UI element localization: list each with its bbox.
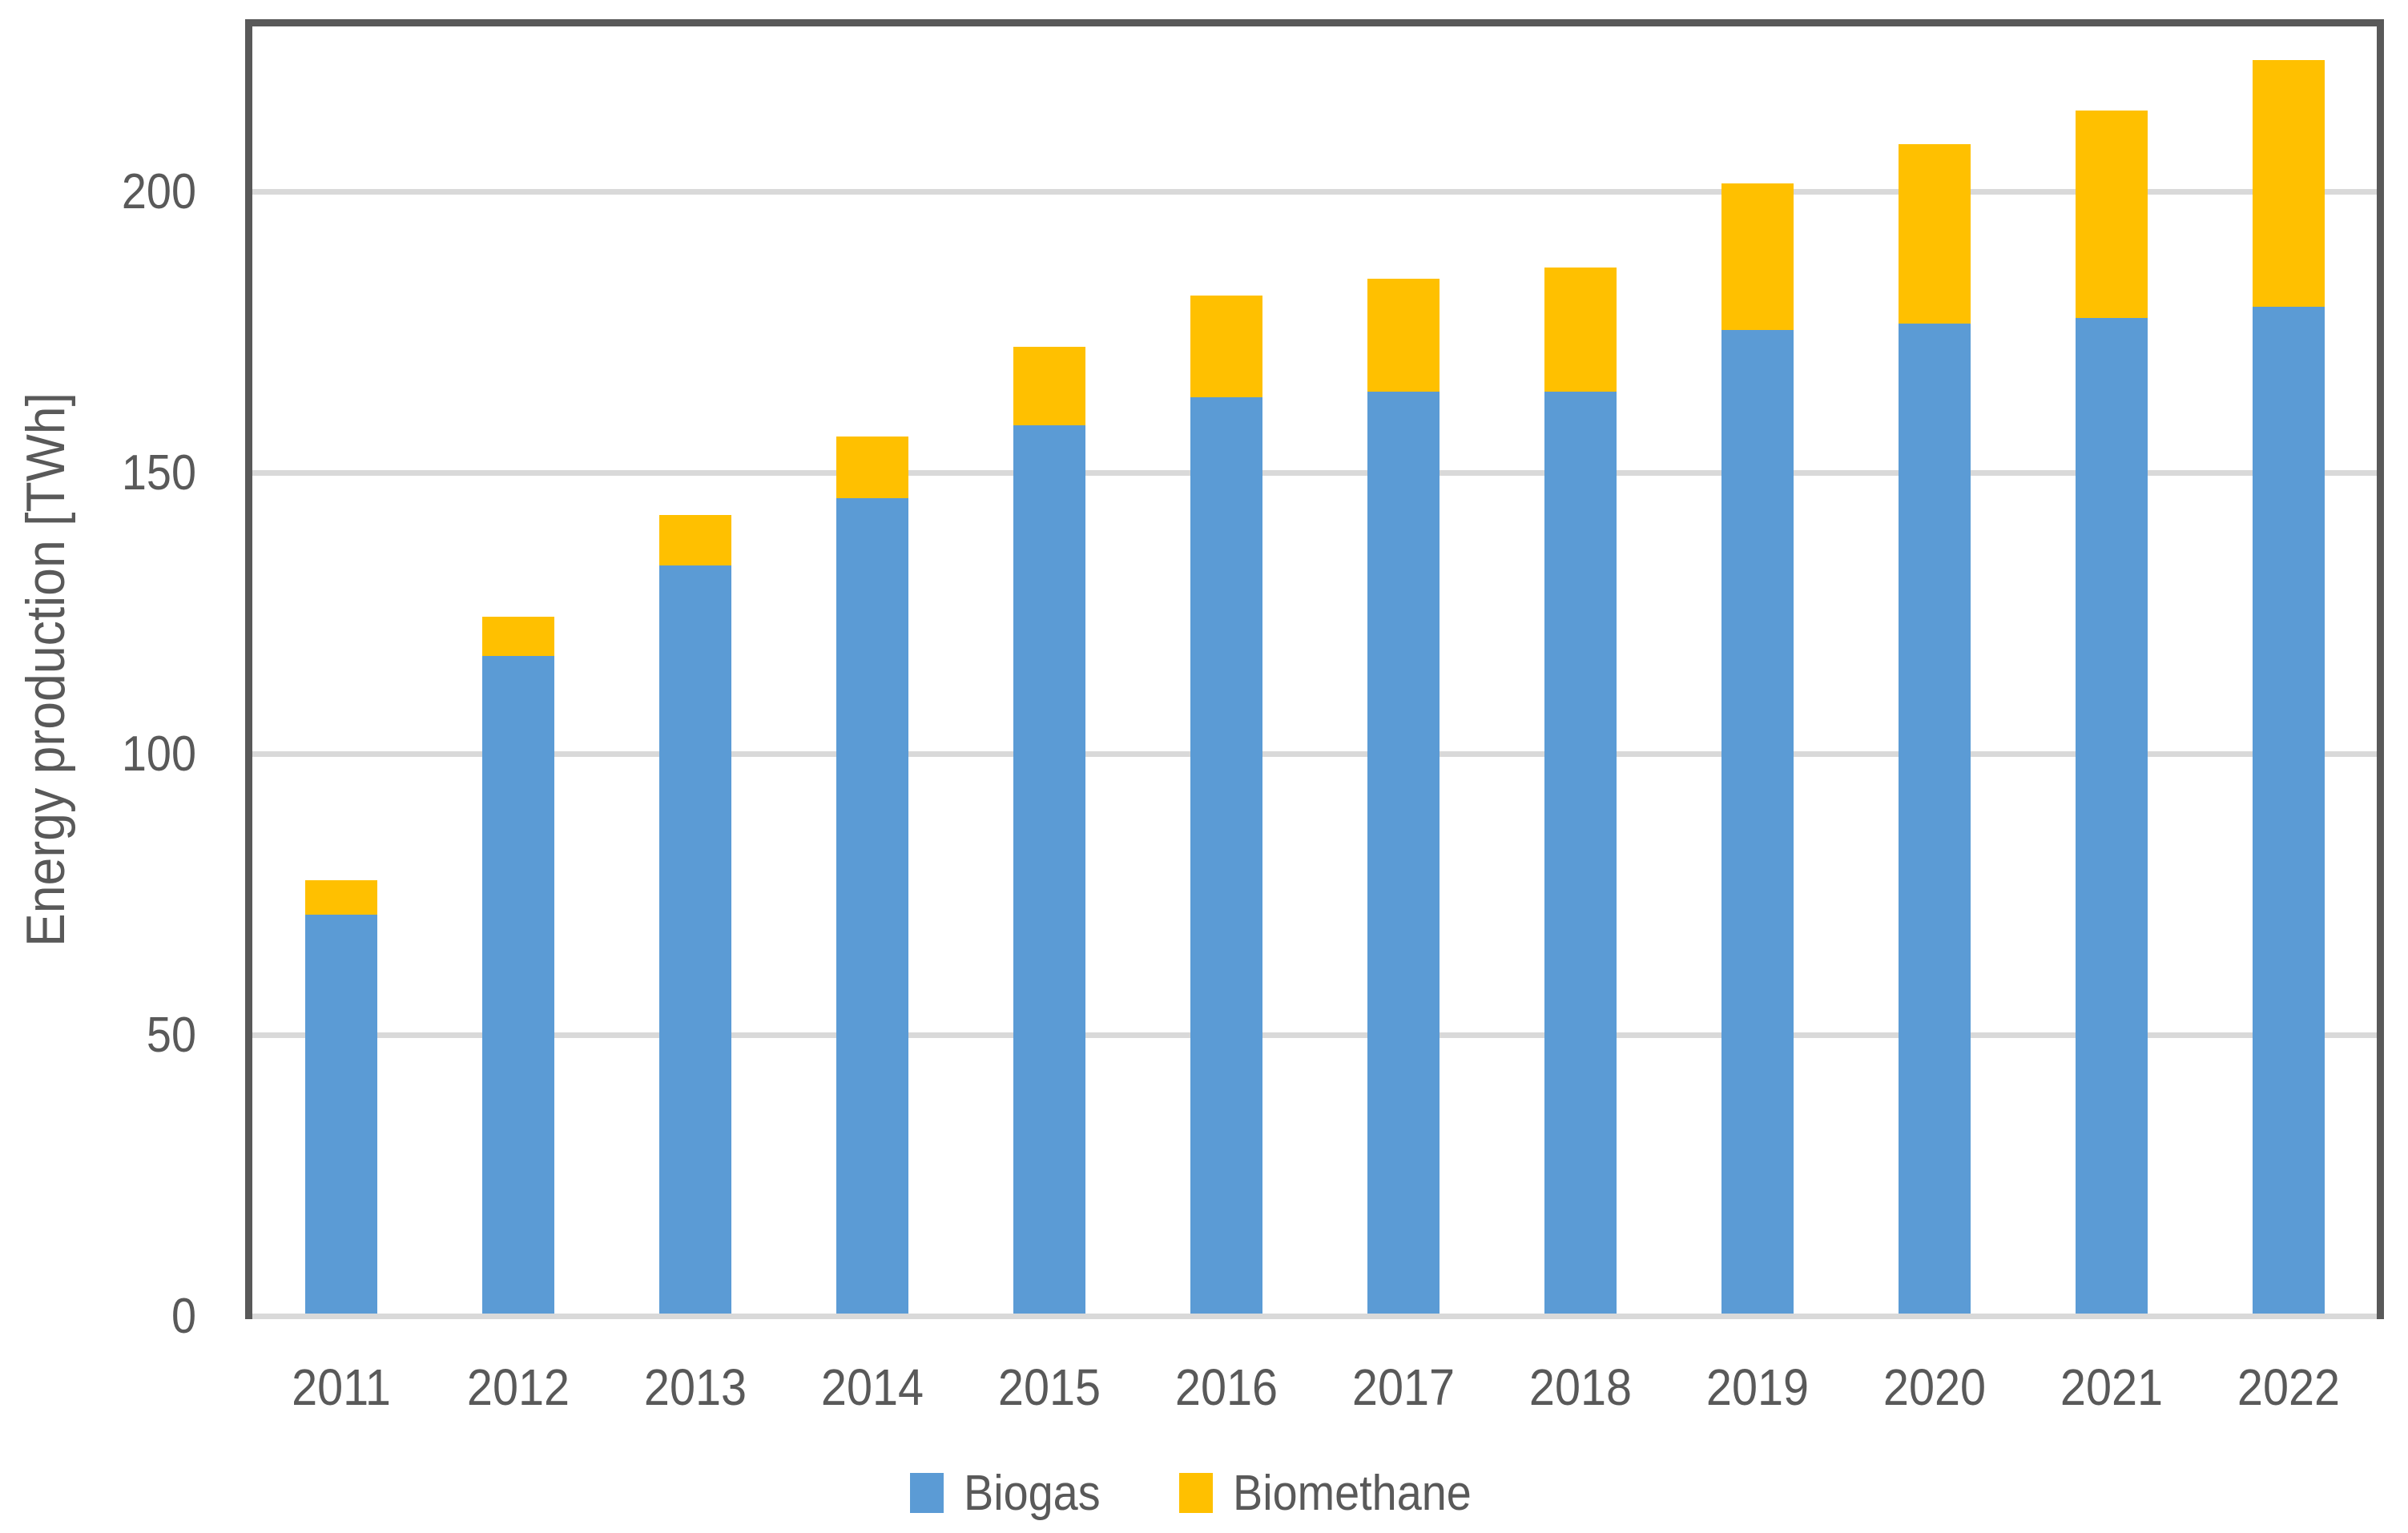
bar-segment-biogas-2013 xyxy=(658,565,731,1314)
bar-segment-biomethane-2014 xyxy=(836,436,908,499)
legend-item-biogas: Biogas xyxy=(909,1465,1116,1522)
y-tick-label-0: 0 xyxy=(171,1288,196,1344)
gridline-50 xyxy=(252,1032,2377,1038)
gridline-100 xyxy=(252,751,2377,757)
x-tick-label-2021: 2021 xyxy=(2060,1358,2163,1416)
bar-segment-biomethane-2015 xyxy=(1013,346,1085,425)
bar-segment-biomethane-2017 xyxy=(1367,279,1440,392)
legend: Biogas Biomethane xyxy=(0,1459,2408,1527)
y-tick-label-50: 50 xyxy=(146,1007,196,1063)
x-tick-label-2018: 2018 xyxy=(1528,1358,1632,1416)
bar-segment-biogas-2011 xyxy=(304,914,377,1314)
bar-segment-biogas-2020 xyxy=(1898,324,1971,1314)
x-tick-label-2014: 2014 xyxy=(820,1358,924,1416)
bar-segment-biogas-2019 xyxy=(1721,329,1794,1314)
gridline-200 xyxy=(252,189,2377,195)
x-tick-label-2015: 2015 xyxy=(997,1358,1101,1416)
bar-segment-biogas-2016 xyxy=(1190,396,1262,1314)
bar-segment-biogas-2017 xyxy=(1367,391,1440,1314)
legend-label-biomethane: Biomethane xyxy=(1233,1465,1472,1521)
x-tick-label-2011: 2011 xyxy=(291,1358,391,1416)
x-tick-label-2020: 2020 xyxy=(1883,1358,1986,1416)
bar-segment-biomethane-2020 xyxy=(1898,143,1971,324)
x-tick-label-2013: 2013 xyxy=(643,1358,747,1416)
x-axis-line xyxy=(252,1314,2377,1319)
bar-segment-biogas-2014 xyxy=(836,498,908,1314)
plot-inner xyxy=(252,26,2377,1319)
bar-segment-biogas-2018 xyxy=(1544,391,1617,1314)
legend-swatch-biogas xyxy=(909,1473,944,1513)
bar-segment-biogas-2015 xyxy=(1013,424,1085,1314)
bar-segment-biogas-2022 xyxy=(2252,307,2325,1314)
x-tick-label-2019: 2019 xyxy=(1705,1358,1809,1416)
legend-item-biomethane: Biomethane xyxy=(1179,1465,1498,1522)
bar-segment-biomethane-2021 xyxy=(2075,110,2148,319)
x-tick-label-2016: 2016 xyxy=(1174,1358,1278,1416)
bar-segment-biomethane-2019 xyxy=(1721,183,1794,330)
x-tick-label-2022: 2022 xyxy=(2237,1358,2340,1416)
y-tick-label-100: 100 xyxy=(121,726,196,782)
bar-segment-biomethane-2018 xyxy=(1544,268,1617,392)
plot-area xyxy=(245,19,2384,1319)
legend-swatch-biomethane xyxy=(1179,1473,1214,1513)
gridline-150 xyxy=(252,470,2377,476)
x-tick-label-2017: 2017 xyxy=(1351,1358,1455,1416)
bar-segment-biomethane-2022 xyxy=(2252,59,2325,308)
bar-segment-biogas-2021 xyxy=(2075,318,2148,1314)
x-tick-label-2012: 2012 xyxy=(466,1358,570,1416)
bar-segment-biogas-2012 xyxy=(481,655,554,1314)
bar-segment-biomethane-2013 xyxy=(658,515,731,566)
bar-segment-biomethane-2011 xyxy=(304,880,377,915)
bar-segment-biomethane-2016 xyxy=(1190,296,1262,397)
y-axis-title: Energy production [TWh] xyxy=(15,392,76,947)
legend-label-biogas: Biogas xyxy=(963,1465,1101,1521)
bar-segment-biomethane-2012 xyxy=(481,616,554,656)
y-tick-label-200: 200 xyxy=(121,163,196,219)
y-tick-label-150: 150 xyxy=(121,445,196,501)
